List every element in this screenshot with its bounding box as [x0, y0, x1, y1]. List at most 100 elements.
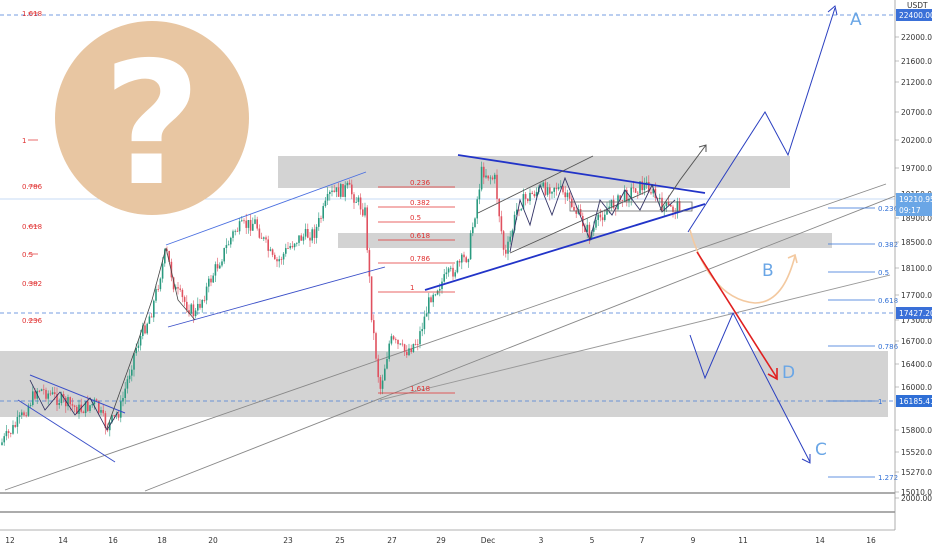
y-tick-label: 19700.00 — [901, 164, 932, 173]
candle-body — [62, 394, 65, 398]
resistance-zone — [278, 156, 790, 188]
candle-body — [571, 198, 573, 207]
scenario-b-arrowhead — [787, 253, 798, 264]
candle-body — [54, 392, 56, 394]
candle-body — [397, 339, 399, 345]
candle-body — [137, 345, 140, 348]
candle-body — [117, 414, 120, 418]
candle-body — [84, 401, 87, 414]
candle-body — [124, 388, 126, 398]
candle-body — [212, 275, 214, 283]
candle-body — [91, 404, 93, 406]
candle-body — [168, 250, 170, 262]
long-trendline-2 — [144, 195, 896, 492]
candle-body — [478, 189, 481, 200]
candle-body — [579, 209, 582, 216]
fib-left-label: 0.5 — [22, 251, 33, 259]
candle-body — [111, 415, 113, 423]
candle-body — [417, 344, 419, 345]
candle-body — [276, 259, 278, 262]
candle-body — [241, 220, 243, 222]
candle-body — [29, 404, 32, 406]
fib-right-label: 0.5 — [878, 269, 889, 277]
impulse-wave — [106, 247, 196, 429]
candle-body — [7, 431, 10, 434]
y-tick-label: 22000.00 — [901, 33, 932, 42]
candle-body — [621, 199, 624, 201]
candle-body — [670, 204, 672, 207]
scenario-a-label: A — [850, 10, 862, 30]
candle-body — [227, 244, 230, 246]
candle-body — [557, 187, 560, 190]
candle-body — [238, 221, 241, 232]
candle-body — [645, 181, 648, 184]
candle-body — [661, 197, 663, 212]
fib-mid-label: 0.382 — [410, 199, 430, 207]
candle-body — [278, 259, 280, 262]
candle-body — [454, 272, 456, 277]
candle-body — [509, 236, 511, 242]
candle-body — [93, 399, 96, 405]
candle-body — [51, 392, 54, 395]
candle-body — [527, 198, 529, 202]
candle-body — [564, 192, 566, 198]
candle-body — [419, 331, 421, 345]
price-tag-current-bg — [896, 193, 932, 205]
candle-body — [128, 375, 131, 380]
candle-body — [575, 210, 577, 214]
candle-body — [359, 197, 362, 210]
candle-body — [146, 323, 148, 334]
candle-body — [364, 207, 366, 216]
fib-right-label: 0.382 — [878, 241, 898, 249]
candle-body — [289, 245, 291, 249]
candle-body — [25, 415, 27, 417]
candle-body — [606, 208, 608, 215]
candles — [1, 161, 681, 446]
candle-body — [58, 403, 60, 405]
candle-body — [401, 343, 404, 345]
candle-body — [634, 188, 637, 193]
candle-body — [243, 220, 245, 222]
candle-body — [67, 397, 69, 407]
candle-body — [302, 236, 305, 241]
candle-body — [155, 289, 157, 301]
candle-body — [388, 343, 390, 360]
candle-body — [637, 192, 639, 194]
price-tag-mid-bg — [896, 307, 932, 319]
rising-channel-top — [165, 171, 367, 246]
triangle-upper — [457, 154, 706, 194]
candle-body — [307, 228, 309, 238]
candle-body — [487, 175, 489, 179]
triangle-zigzag — [509, 176, 676, 253]
candle-body — [179, 288, 181, 290]
scenario-d-path — [696, 251, 778, 379]
question-emblem: ? — [55, 21, 249, 224]
currency-label: USDT — [907, 1, 928, 10]
candle-body — [489, 177, 492, 179]
x-tick-label: 3 — [539, 536, 544, 545]
scenario-a-arrowhead — [827, 5, 838, 16]
candle-body — [219, 265, 221, 269]
candle-body — [443, 274, 445, 282]
x-tick-label: 27 — [387, 536, 397, 545]
price-tag-mid: 17427.20 — [899, 309, 932, 318]
candle-body — [348, 182, 351, 185]
fib-mid-label: 1.618 — [410, 385, 430, 393]
candle-body — [10, 433, 12, 434]
candle-body — [535, 192, 538, 197]
candle-body — [296, 242, 298, 244]
candle-body — [320, 218, 322, 219]
candle-body — [139, 336, 142, 346]
candle-body — [432, 294, 434, 303]
candle-body — [531, 192, 533, 194]
wedge-bottom — [509, 189, 651, 254]
price-tag-low: 16185.41 — [899, 397, 932, 406]
y-tick-label: 18500.00 — [901, 238, 932, 247]
candle-body — [71, 404, 74, 406]
candle-body — [102, 410, 104, 414]
candle-body — [45, 389, 47, 399]
candle-body — [38, 390, 41, 392]
candle-body — [298, 235, 300, 243]
